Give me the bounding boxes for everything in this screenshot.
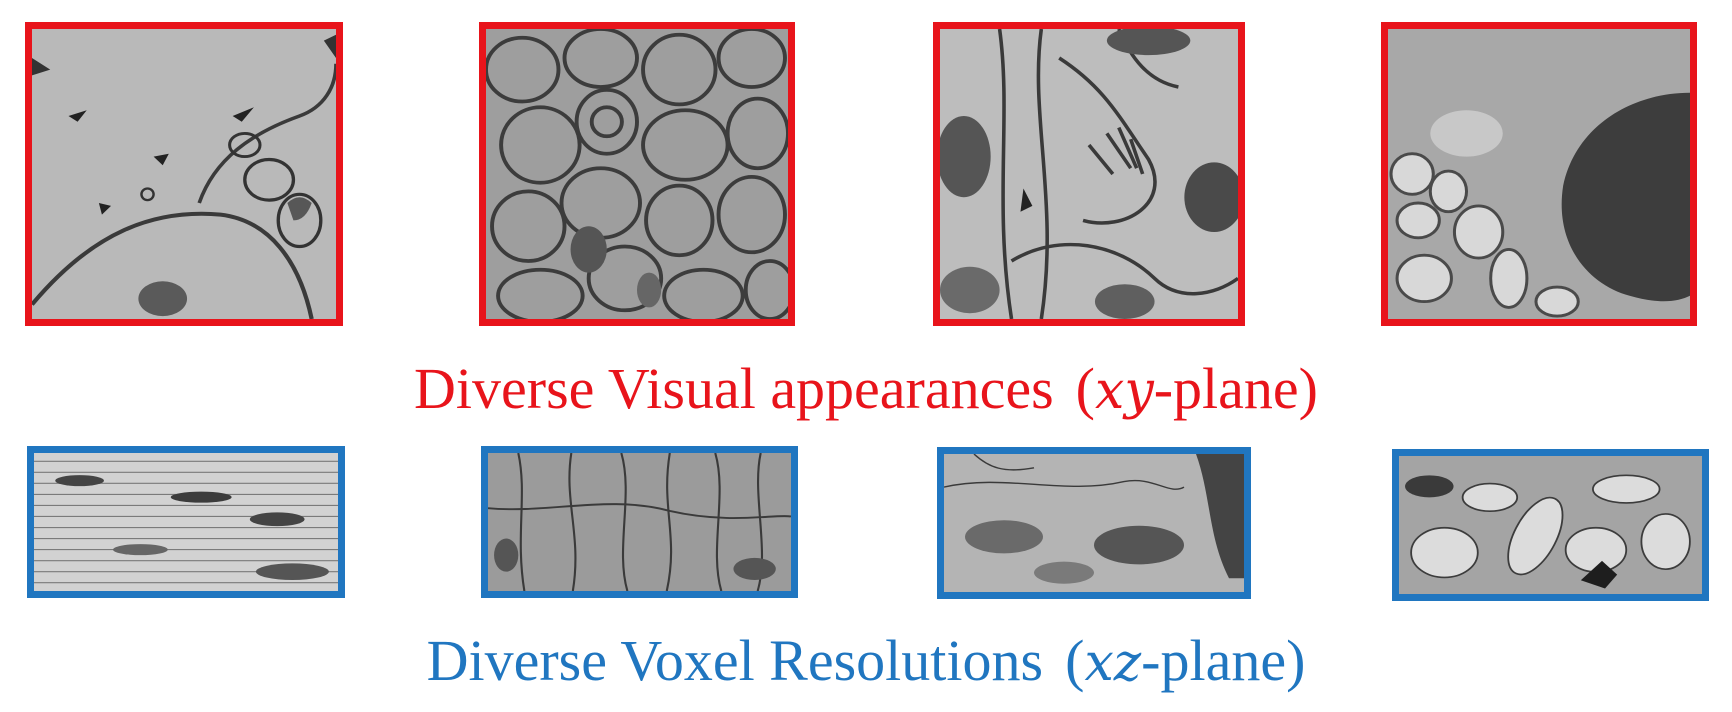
xy-plane-image-3 xyxy=(933,22,1245,326)
xz-caption-open-paren: ( xyxy=(1065,628,1085,693)
microscopy-texture xyxy=(940,29,1238,319)
xz-plane-image-4 xyxy=(1392,449,1709,601)
xy-plane-image-4 xyxy=(1381,22,1697,326)
xz-plane-image-1 xyxy=(27,446,345,598)
xz-caption-axes: xz xyxy=(1084,633,1142,693)
xz-caption-suffix: -plane) xyxy=(1141,628,1306,693)
xy-plane-image-2 xyxy=(479,22,795,326)
xz-plane-caption: Diverse Voxel Resolutions (xz-plane) xyxy=(0,632,1732,690)
xy-plane-image-1 xyxy=(25,22,343,326)
xy-caption-open-paren: ( xyxy=(1075,356,1095,421)
xy-caption-text: Diverse Visual appearances xyxy=(414,356,1054,421)
microscopy-texture xyxy=(1399,456,1702,594)
xz-plane-image-3 xyxy=(937,447,1251,599)
microscopy-texture xyxy=(34,453,338,591)
xy-caption-axes: xy xyxy=(1095,361,1154,421)
microscopy-texture xyxy=(32,29,336,319)
microscopy-texture xyxy=(486,29,788,319)
xz-caption-text: Diverse Voxel Resolutions xyxy=(426,628,1044,693)
microscopy-texture xyxy=(488,453,791,591)
xy-caption-suffix: -plane) xyxy=(1153,356,1318,421)
microscopy-texture xyxy=(1388,29,1690,319)
microscopy-texture xyxy=(944,454,1244,592)
xy-plane-caption: Diverse Visual appearances (xy-plane) xyxy=(0,360,1732,418)
xz-plane-image-2 xyxy=(481,446,798,598)
